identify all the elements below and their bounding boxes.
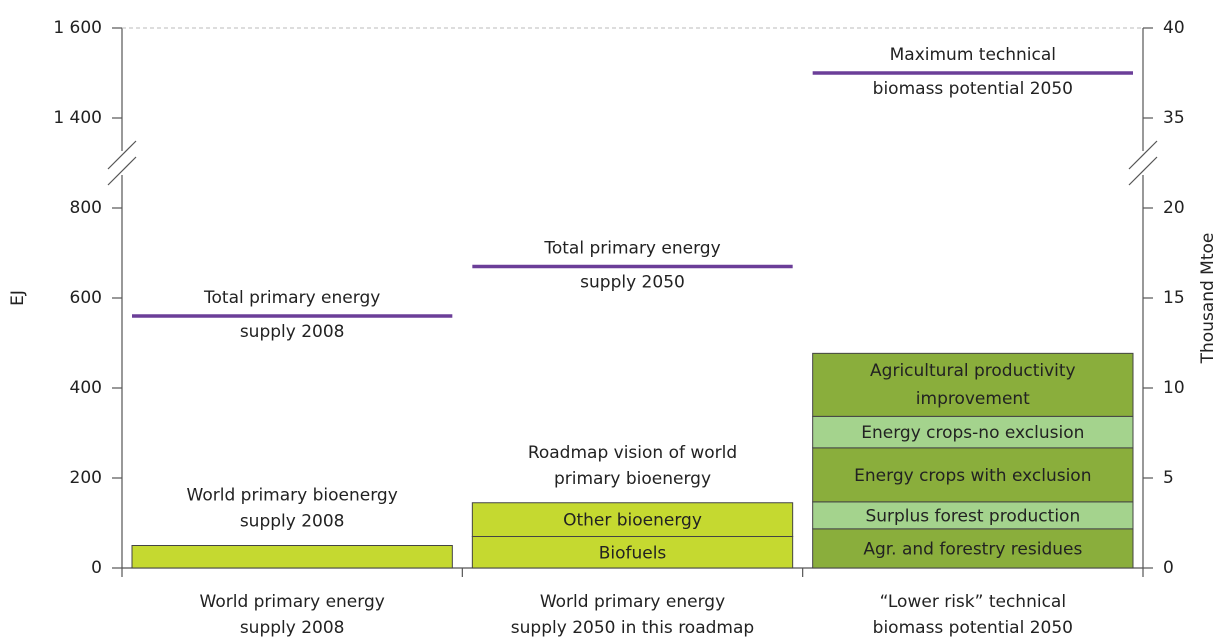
x-tick-label: biomass potential 2050 (873, 618, 1073, 637)
y2-tick-label: 40 (1163, 18, 1185, 38)
reference-label: Maximum technical (890, 45, 1056, 65)
y2-axis-label: Thousand Mtoe (1198, 233, 1218, 365)
y2-tick-label: 15 (1163, 288, 1185, 308)
reference-label: biomass potential 2050 (873, 79, 1073, 99)
bar-segment (812, 501, 1134, 530)
y-tick-label: 600 (70, 288, 102, 308)
segment-label: Agr. and forestry residues (863, 539, 1082, 559)
bar-segment (812, 528, 1134, 569)
y-tick-label: 200 (70, 468, 102, 488)
segment-label: Energy crops with exclusion (854, 466, 1091, 486)
y-axis-label: EJ (8, 290, 28, 306)
y2-tick-label: 20 (1163, 198, 1185, 218)
y-tick-label: 0 (91, 558, 102, 578)
reference-label: Total primary energy (203, 288, 380, 308)
reference-label: supply 2050 (580, 273, 685, 293)
y2-tick-label: 0 (1163, 558, 1174, 578)
y-tick-label: 1 400 (53, 108, 102, 128)
y-tick-label: 400 (70, 378, 102, 398)
bar-segment (812, 352, 1134, 417)
segment-label: Agricultural productivity improvement (870, 361, 1076, 409)
axis-break (1128, 156, 1158, 186)
reference-label: supply 2008 (240, 322, 345, 342)
segment-label: Surplus forest production (865, 506, 1080, 526)
y2-tick-label: 10 (1163, 378, 1185, 398)
segment-label: Biofuels (599, 543, 667, 563)
bar-segment (812, 447, 1134, 503)
x-tick-label: World primary energy (540, 592, 725, 612)
bar-segment (471, 536, 794, 569)
bar-segment (471, 502, 794, 537)
x-tick-label: “Lower risk” technical (880, 592, 1066, 612)
bar-label: Roadmap vision of world (528, 443, 737, 463)
axis-break (107, 156, 137, 186)
bar-segment (812, 415, 1134, 449)
x-tick-label: supply 2008 (240, 618, 345, 637)
bar-segment (131, 545, 453, 569)
reference-label: Total primary energy (543, 239, 720, 259)
y2-tick-label: 5 (1163, 468, 1174, 488)
bar-label: supply 2008 (240, 512, 345, 532)
y-tick-label: 1 600 (53, 18, 102, 38)
bar-label: primary bioenergy (554, 469, 711, 489)
segment-label: Other bioenergy (563, 511, 702, 531)
axis-break (107, 140, 137, 170)
y2-tick-label: 35 (1163, 108, 1185, 128)
bar-label: World primary bioenergy (187, 486, 398, 506)
x-tick-label: World primary energy (200, 592, 385, 612)
axis-break (1128, 140, 1158, 170)
segment-label: Energy crops-no exclusion (861, 423, 1084, 443)
y-tick-label: 800 (70, 198, 102, 218)
x-tick-label: supply 2050 in this roadmap (511, 618, 754, 637)
